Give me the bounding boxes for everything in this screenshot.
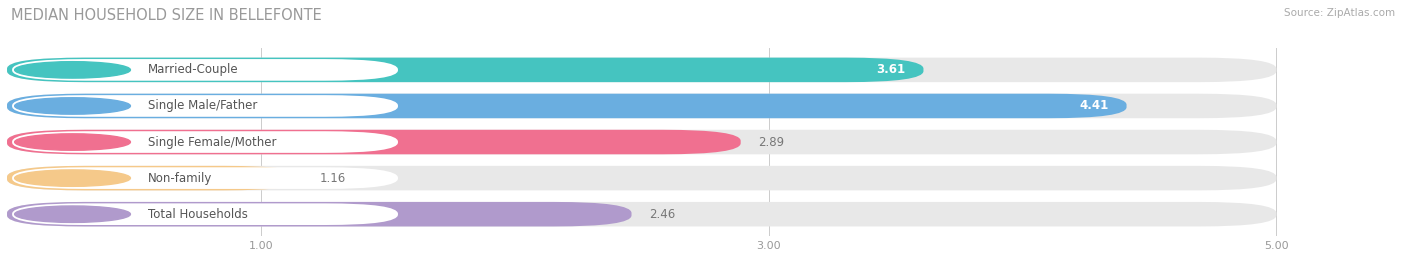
Text: Single Female/Mother: Single Female/Mother <box>148 136 277 148</box>
FancyBboxPatch shape <box>13 131 398 153</box>
Text: 4.41: 4.41 <box>1080 99 1109 113</box>
Circle shape <box>14 62 131 78</box>
FancyBboxPatch shape <box>13 203 398 225</box>
Text: Total Households: Total Households <box>148 208 247 221</box>
Text: Single Male/Father: Single Male/Father <box>148 99 257 113</box>
Circle shape <box>14 206 131 222</box>
Text: 3.61: 3.61 <box>876 64 905 76</box>
FancyBboxPatch shape <box>13 95 398 117</box>
FancyBboxPatch shape <box>7 94 1277 118</box>
FancyBboxPatch shape <box>7 94 1126 118</box>
FancyBboxPatch shape <box>13 167 398 189</box>
FancyBboxPatch shape <box>7 130 1277 154</box>
Circle shape <box>14 170 131 186</box>
FancyBboxPatch shape <box>7 58 1277 82</box>
FancyBboxPatch shape <box>7 202 631 226</box>
FancyBboxPatch shape <box>7 166 1277 190</box>
FancyBboxPatch shape <box>7 130 741 154</box>
Text: 1.16: 1.16 <box>319 172 346 185</box>
Circle shape <box>14 134 131 150</box>
Text: Source: ZipAtlas.com: Source: ZipAtlas.com <box>1284 8 1395 18</box>
Text: 2.46: 2.46 <box>650 208 675 221</box>
FancyBboxPatch shape <box>7 58 924 82</box>
Text: MEDIAN HOUSEHOLD SIZE IN BELLEFONTE: MEDIAN HOUSEHOLD SIZE IN BELLEFONTE <box>11 8 322 23</box>
Circle shape <box>14 98 131 114</box>
Text: Non-family: Non-family <box>148 172 212 185</box>
FancyBboxPatch shape <box>13 59 398 81</box>
Text: Married-Couple: Married-Couple <box>148 64 239 76</box>
FancyBboxPatch shape <box>7 202 1277 226</box>
Text: 2.89: 2.89 <box>758 136 785 148</box>
FancyBboxPatch shape <box>7 166 301 190</box>
